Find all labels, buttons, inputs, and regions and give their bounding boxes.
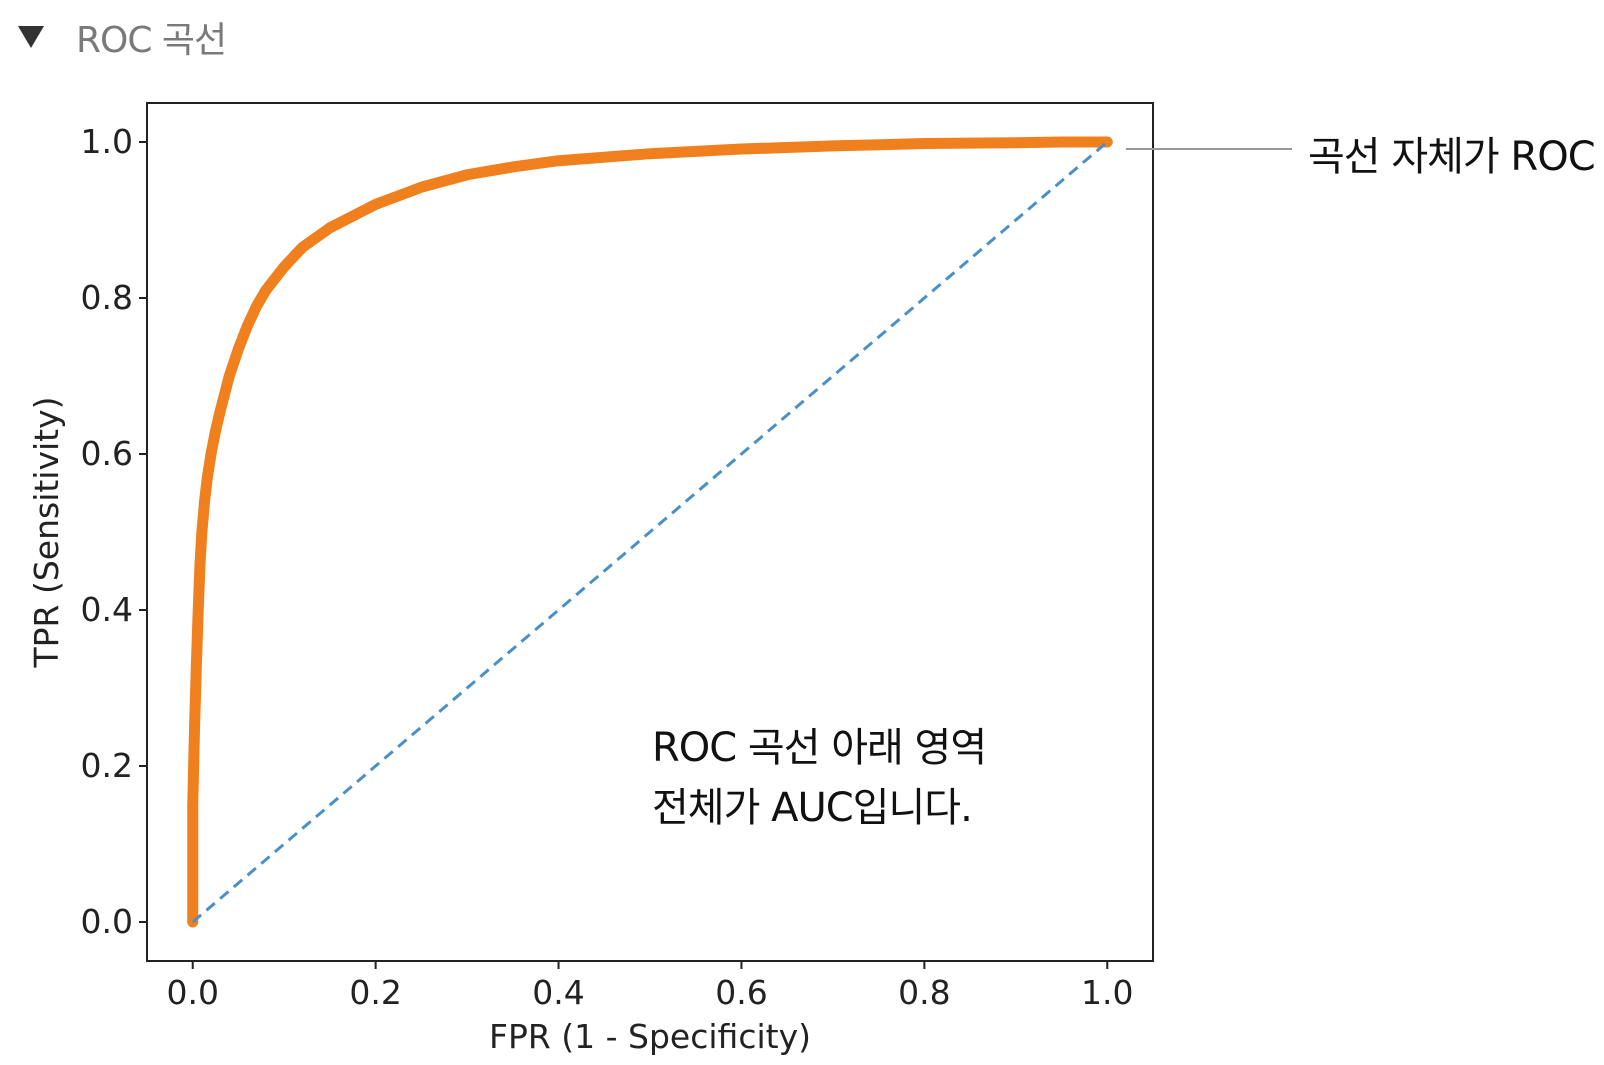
auc-annotation-line-1: ROC 곡선 아래 영역 xyxy=(652,725,987,771)
y-tick-group: 0.0 0.2 0.4 0.6 0.8 1.0 xyxy=(81,122,147,941)
y-tick-label: 0.4 xyxy=(81,590,133,629)
roc-curve-point xyxy=(189,722,200,732)
x-tick-label: 0.4 xyxy=(532,973,584,1012)
roc-curve-point xyxy=(215,406,226,417)
roc-curve-point xyxy=(297,242,308,253)
roc-curve-point xyxy=(827,140,838,151)
roc-curve-point xyxy=(206,449,217,459)
roc-curve-point xyxy=(416,182,427,193)
roc-curve-point xyxy=(462,169,473,180)
roc-curve-point xyxy=(1010,137,1021,148)
section-header[interactable]: ROC 곡선 xyxy=(18,14,227,61)
y-tick-label: 0.0 xyxy=(81,902,133,941)
roc-curve-point xyxy=(191,659,202,670)
roc-curve-point xyxy=(645,148,655,159)
x-tick-group: 0.0 0.2 0.4 0.6 0.8 1.0 xyxy=(166,961,1134,1012)
roc-curve-point xyxy=(260,285,271,296)
roc-curve-point xyxy=(919,138,930,149)
roc-curve-point xyxy=(324,222,335,233)
roc-curve-point xyxy=(251,300,262,311)
x-axis-label: FPR (1 - Specificity) xyxy=(489,1017,811,1056)
y-tick-label: 0.6 xyxy=(81,434,133,473)
roc-curve-point xyxy=(193,605,204,615)
roc-curve-point xyxy=(199,495,210,506)
roc-curve-point xyxy=(507,161,518,172)
triangle-down-icon[interactable] xyxy=(18,26,44,48)
plot-layer xyxy=(187,136,1113,928)
roc-curve-point xyxy=(187,878,198,888)
x-tick-label: 0.0 xyxy=(166,973,218,1012)
section-title: ROC 곡선 xyxy=(76,20,227,61)
roc-curve-point xyxy=(553,155,564,166)
roc-curve-point xyxy=(233,343,244,354)
roc-curve-point xyxy=(210,425,221,436)
plot-frame xyxy=(146,102,1154,962)
roc-curve-point xyxy=(224,371,235,381)
baseline-dashed-line xyxy=(191,140,1109,924)
y-tick-label: 0.8 xyxy=(81,278,133,317)
roc-curve-point xyxy=(195,558,206,569)
roc-curve-point xyxy=(196,527,207,537)
roc-annotation: 곡선 자체가 ROC xyxy=(1308,134,1596,180)
auc-annotation-line-2: 전체가 AUC입니다. xyxy=(652,785,973,831)
x-tick-label: 0.8 xyxy=(898,973,950,1012)
y-axis-label: TPR (Sensitivity) xyxy=(27,396,66,668)
roc-curve-point xyxy=(187,800,198,810)
roc-curve-point xyxy=(202,472,213,483)
roc-curve-point xyxy=(279,261,290,272)
roc-curve-point xyxy=(370,199,381,210)
auc-annotation: ROC 곡선 아래 영역 전체가 AUC입니다. xyxy=(652,718,987,838)
x-tick-label: 0.6 xyxy=(715,973,767,1012)
x-tick-label: 1.0 xyxy=(1081,973,1133,1012)
roc-curve-point xyxy=(736,144,747,155)
roc-curve-point xyxy=(1056,137,1067,147)
y-tick-label: 0.2 xyxy=(81,746,133,785)
roc-curve-point xyxy=(242,320,253,331)
x-tick-label: 0.2 xyxy=(349,973,401,1012)
y-tick-label: 1.0 xyxy=(81,122,133,161)
